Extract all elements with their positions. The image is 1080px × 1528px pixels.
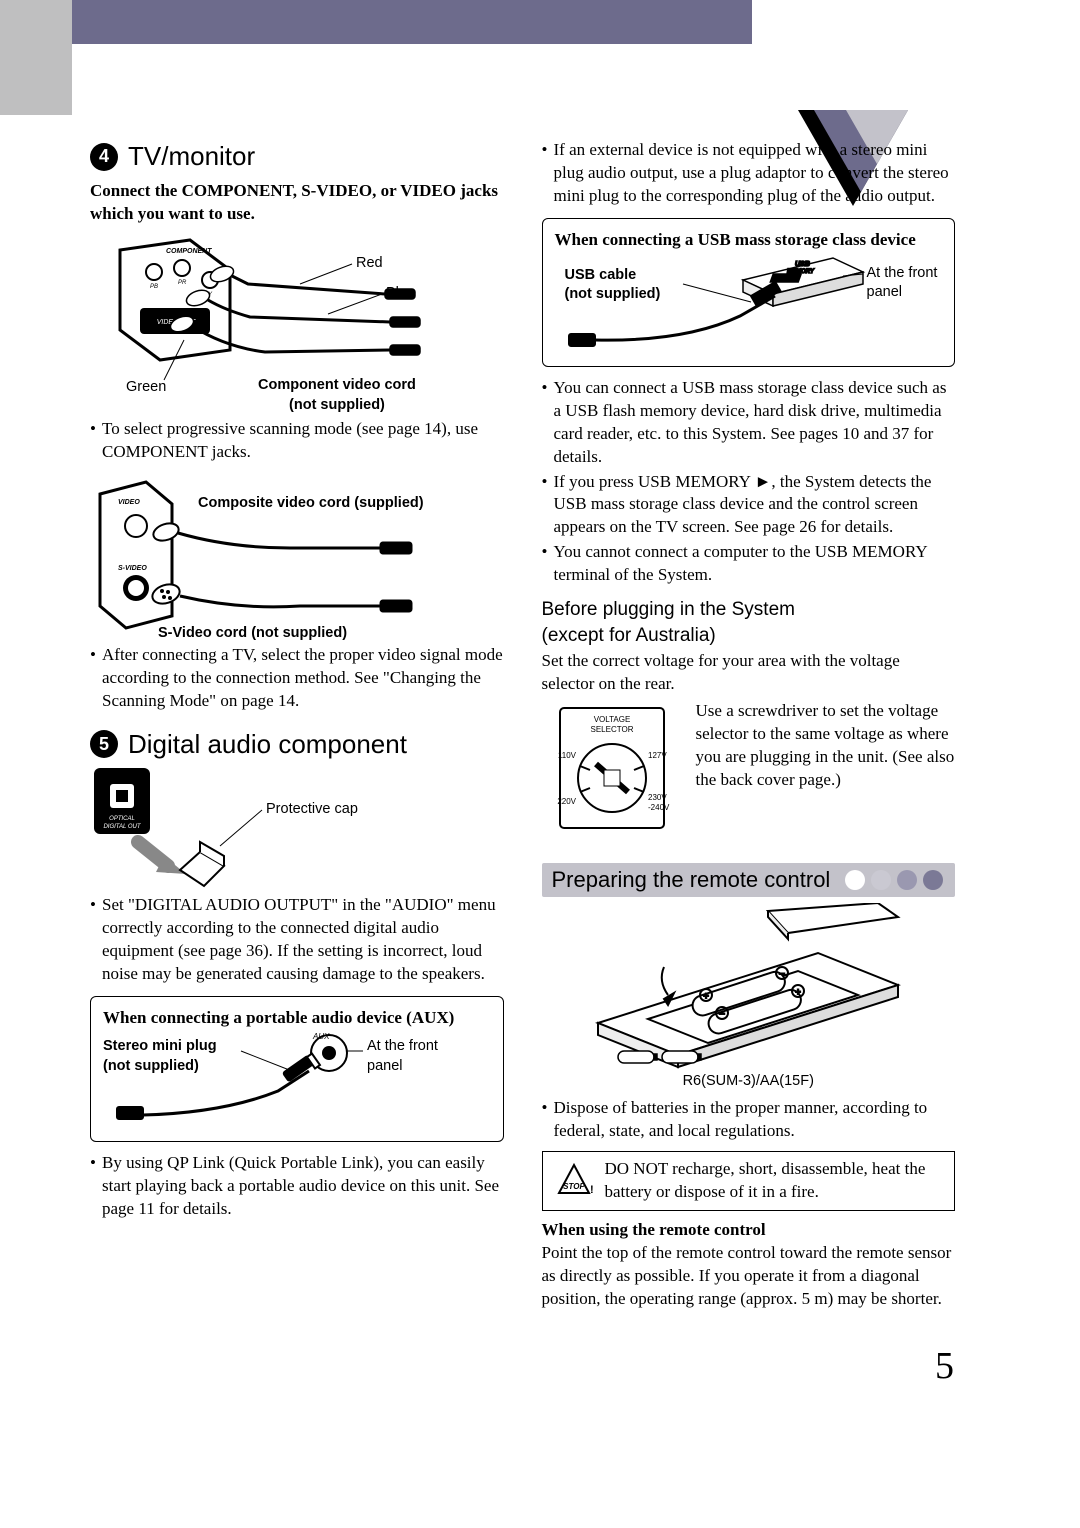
voltage-side-text: Use a screwdriver to set the voltage sel… — [696, 700, 956, 792]
usb-note-3: You cannot connect a computer to the USB… — [542, 541, 956, 587]
svg-text:+: + — [796, 987, 801, 997]
voltage-heading-1: Before plugging in the System — [542, 597, 956, 623]
heading-dots — [845, 870, 945, 890]
header-violet-bar — [72, 0, 752, 44]
dot-4 — [923, 870, 943, 890]
svg-text:SELECTOR: SELECTOR — [590, 725, 633, 734]
usb-note-2: If you press USB MEMORY ►, the System de… — [542, 471, 956, 540]
svg-text:AUX: AUX — [312, 1033, 330, 1041]
svg-text:-240V: -240V — [648, 803, 670, 812]
svg-text:+: + — [704, 991, 709, 1001]
dot-2 — [871, 870, 891, 890]
svideo-note: After connecting a TV, select the proper… — [90, 644, 504, 713]
header-grey-block — [0, 0, 72, 115]
svg-text:110V: 110V — [557, 751, 576, 760]
svg-text:VIDEO: VIDEO — [118, 499, 140, 506]
page-header — [0, 0, 1080, 115]
svg-text:127V: 127V — [648, 751, 667, 760]
composite-svideo-diagram: VIDEO S-VIDEO — [90, 478, 504, 638]
dot-1 — [845, 870, 865, 890]
stop-warning-box: STOP ! DO NOT recharge, short, disassemb… — [542, 1151, 956, 1211]
step-5-badge: 5 — [90, 730, 118, 758]
svg-text:220V: 220V — [557, 797, 576, 806]
section-5-title: 5 Digital audio component — [90, 727, 504, 762]
voltage-para: Set the correct voltage for your area wi… — [542, 650, 956, 696]
component-video-diagram: COMPONENT PB PR Y VIDEO OUT — [90, 232, 504, 412]
usb-heading: When connecting a USB mass storage class… — [555, 229, 943, 252]
page-number: 5 — [935, 1341, 954, 1392]
component-cord-label: Component video cord — [258, 376, 416, 396]
svg-text:DIGITAL OUT: DIGITAL OUT — [103, 824, 141, 830]
aux-heading: When connecting a portable audio device … — [103, 1007, 491, 1030]
svg-text:−: − — [779, 969, 785, 980]
svg-text:USB: USB — [795, 261, 810, 268]
optical-diagram: OPTICAL DIGITAL OUT Protective cap — [90, 768, 504, 888]
section-5-heading: Digital audio component — [128, 727, 407, 762]
dot-3 — [897, 870, 917, 890]
battery-type-label: R6(SUM-3)/AA(15F) — [542, 1072, 956, 1092]
aux-plug-sub: (not supplied) — [103, 1057, 217, 1077]
usb-cable-sub: (not supplied) — [565, 285, 661, 305]
label-red: Red — [356, 254, 383, 274]
qplink-note: By using QP Link (Quick Portable Link), … — [90, 1152, 504, 1221]
digital-audio-note: Set "DIGITAL AUDIO OUTPUT" in the "AUDIO… — [90, 894, 504, 986]
svg-text:PB: PB — [150, 284, 158, 290]
stop-icon: STOP ! — [553, 1161, 595, 1202]
svg-text:STOP: STOP — [563, 1182, 585, 1191]
step-4-badge: 4 — [90, 143, 118, 171]
svg-text:MEMORY: MEMORY — [787, 269, 815, 275]
usb-note-1: You can connect a USB mass storage class… — [542, 377, 956, 469]
section-4-title: 4 TV/monitor — [90, 139, 504, 174]
remote-subhead: When using the remote control — [542, 1219, 956, 1242]
adaptor-note: If an external device is not equipped wi… — [542, 139, 956, 208]
svideo-cord-label: S-Video cord (not supplied) — [158, 624, 347, 644]
usb-panel-label: At the front panel — [867, 264, 947, 303]
remote-usage-para: Point the top of the remote control towa… — [542, 1242, 956, 1311]
aux-plug-label: Stereo mini plug — [103, 1037, 217, 1057]
remote-heading: Preparing the remote control — [552, 865, 831, 895]
svg-text:!: ! — [590, 1184, 594, 1195]
stop-warning-text: DO NOT recharge, short, disassemble, hea… — [605, 1158, 945, 1204]
section-4-intro: Connect the COMPONENT, S-VIDEO, or VIDEO… — [90, 180, 504, 226]
left-column: 4 TV/monitor Connect the COMPONENT, S-VI… — [90, 125, 504, 1311]
aux-panel-label: At the front panel — [367, 1037, 457, 1076]
section-4-heading: TV/monitor — [128, 139, 255, 174]
svg-text:OPTICAL: OPTICAL — [109, 816, 135, 822]
voltage-selector-diagram: VOLTAGE SELECTOR 110V 127V 220V 230V — [542, 700, 682, 847]
right-column: If an external device is not equipped wi… — [542, 125, 956, 1311]
usb-cable-label: USB cable — [565, 266, 661, 286]
remote-battery-diagram: + − − + — [542, 903, 956, 1092]
svg-text:COMPONENT: COMPONENT — [166, 248, 212, 255]
voltage-heading-2: (except for Australia) — [542, 623, 956, 649]
battery-dispose-note: Dispose of batteries in the proper manne… — [542, 1097, 956, 1143]
component-cord-sub: (not supplied) — [258, 396, 416, 416]
component-note: To select progressive scanning mode (see… — [90, 418, 504, 464]
label-green: Green — [126, 378, 166, 398]
svg-text:VOLTAGE: VOLTAGE — [593, 715, 630, 724]
label-blue: Blue — [386, 284, 415, 304]
svg-text:−: − — [719, 1009, 725, 1020]
svg-text:PR: PR — [178, 280, 187, 286]
protective-cap-label: Protective cap — [266, 800, 358, 820]
svg-text:230V: 230V — [648, 793, 667, 802]
remote-heading-bar: Preparing the remote control — [542, 863, 956, 897]
usb-box: When connecting a USB mass storage class… — [542, 218, 956, 367]
composite-cord-label: Composite video cord (supplied) — [198, 494, 424, 514]
svg-text:S-VIDEO: S-VIDEO — [118, 565, 147, 572]
aux-box: When connecting a portable audio device … — [90, 996, 504, 1143]
